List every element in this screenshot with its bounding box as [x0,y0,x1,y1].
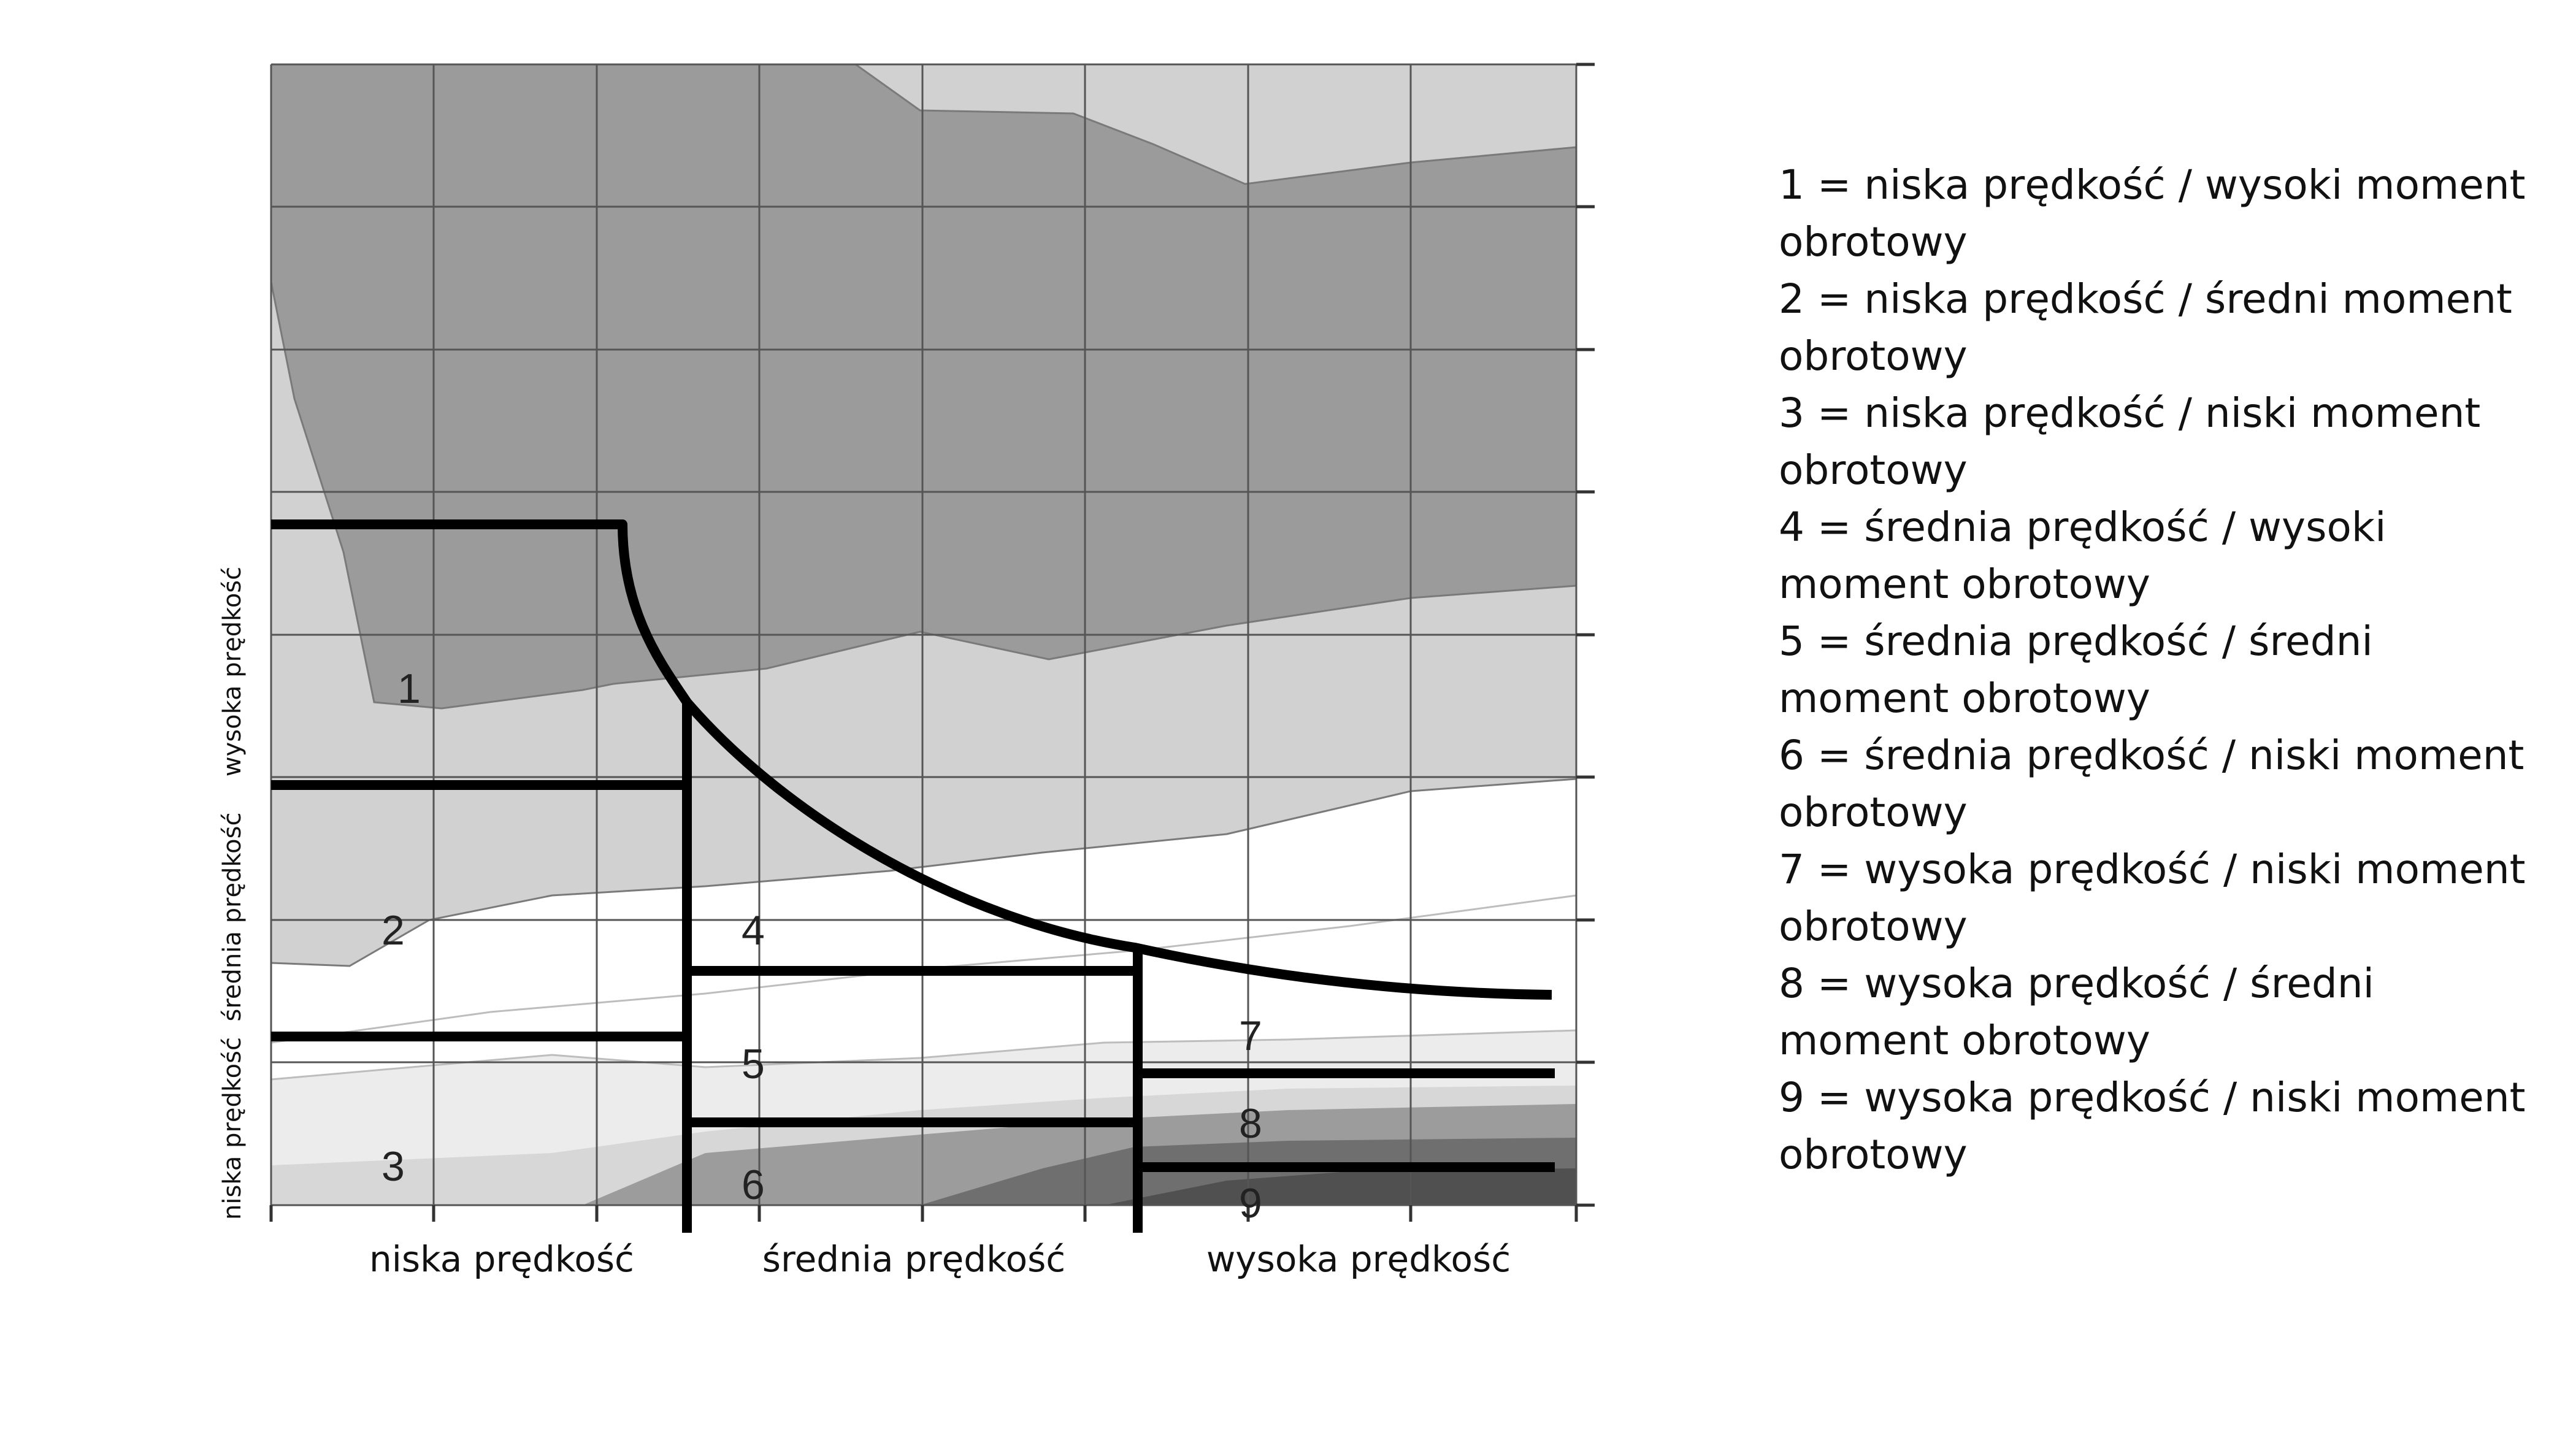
y-axis-label-high: wysoka prędkość [218,567,247,776]
region-boundaries [271,519,1555,1233]
legend: 1 = niska prędkość / wysoki moment obrot… [1779,156,2545,1183]
x-axis-label-low: niska prędkość [369,1238,634,1280]
legend-entry: 5 = średnia prędkość / średni moment obr… [1779,618,2373,722]
band-outline [270,282,1577,710]
region-number-8: 8 [1239,1100,1262,1147]
y-axis-label-medium: średnia prędkość [218,813,247,1022]
band-outline [270,1029,1577,1081]
legend-entry: 4 = średnia prędkość / wysoki moment obr… [1779,504,2386,608]
legend-entry: 1 = niska prędkość / wysoki moment obrot… [1779,161,2526,266]
legend-entry: 8 = wysoka prędkość / średni moment obro… [1779,960,2374,1064]
region-number-1: 1 [397,665,421,712]
tick-marks [269,63,1595,1222]
band-deepest-gray [1104,1168,1576,1205]
region-number-7: 7 [1239,1013,1262,1059]
x-axis-label-high: wysoka prędkość [1206,1238,1511,1280]
y-axis-labels: wysoka prędkość średnia prędkość niska p… [218,567,247,1220]
region-numbers: 1 2 3 4 5 6 7 8 9 [381,665,1262,1227]
max-speed-envelope-curve [271,519,1552,1000]
band-outline [270,778,1577,967]
legend-entry: 9 = wysoka prędkość / niski moment obrot… [1779,1074,2526,1178]
legend-entry: 3 = niska prędkość / niski moment obroto… [1779,389,2481,494]
legend-entry: 7 = wysoka prędkość / niski moment obrot… [1779,846,2526,950]
y-axis-label-low: niska prędkość [218,1037,247,1220]
region-number-3: 3 [381,1143,405,1190]
region-number-2: 2 [381,907,405,954]
region-number-4: 4 [742,907,765,954]
legend-entry: 2 = niska prędkość / średni moment obrot… [1779,275,2512,380]
region-number-9: 9 [1239,1180,1262,1227]
grid [270,63,1578,1206]
x-axis-labels: niska prędkość średnia prędkość wysoka p… [369,1238,1511,1280]
region-number-6: 6 [742,1162,765,1208]
legend-entry: 6 = średnia prędkość / niski moment obro… [1779,732,2524,836]
x-axis-label-medium: średnia prędkość [762,1238,1065,1280]
region-number-5: 5 [742,1041,765,1087]
